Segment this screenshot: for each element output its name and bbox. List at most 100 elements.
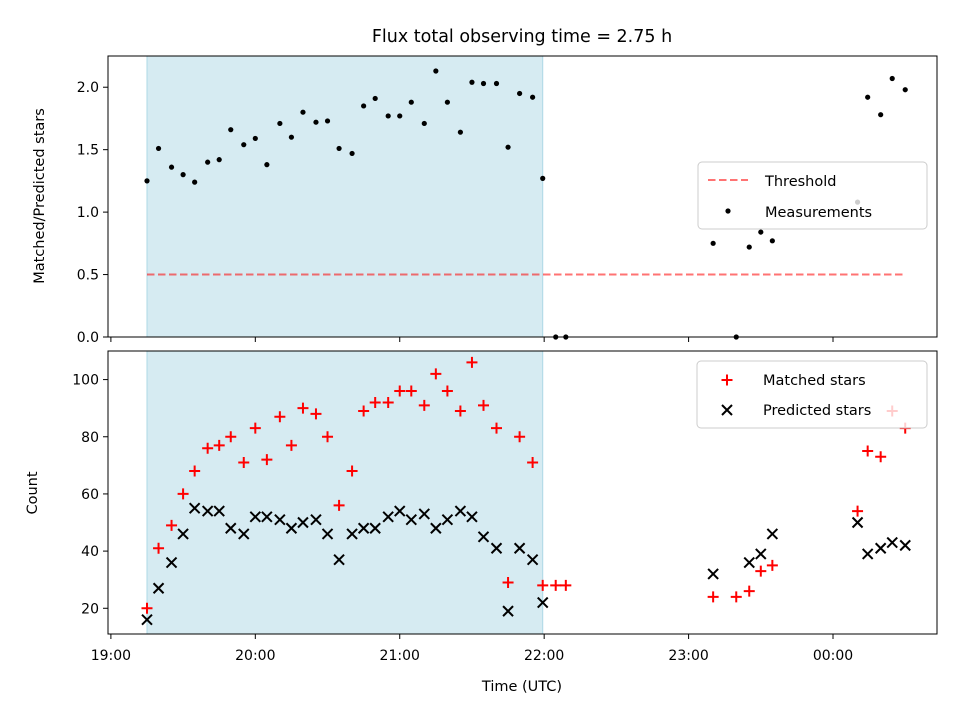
count-y-tick-label: 80 xyxy=(81,430,99,446)
measurement-point xyxy=(372,95,378,102)
matched-star-marker xyxy=(560,579,572,591)
matched-star-marker xyxy=(358,405,370,417)
predicted-star-marker xyxy=(201,505,214,517)
predicted-star-marker xyxy=(152,582,165,594)
measurement-point xyxy=(469,79,475,85)
matched-star-marker xyxy=(537,579,549,591)
count-x-tick-label: 20:00 xyxy=(235,648,275,664)
measurement-point xyxy=(408,99,414,105)
ratio-y-tick-label: 0.5 xyxy=(77,268,99,284)
count-x-tick-label: 22:00 xyxy=(524,648,564,664)
matched-star-marker xyxy=(514,431,526,443)
measurement-point xyxy=(205,159,211,165)
predicted-star-marker xyxy=(274,513,286,526)
predicted-star-marker xyxy=(466,511,478,523)
measurement-point xyxy=(540,175,546,181)
matched-star-marker xyxy=(202,442,214,454)
predicted-star-marker xyxy=(333,553,345,566)
matched-star-marker xyxy=(177,488,189,500)
matched-star-marker xyxy=(862,445,874,457)
predicted-star-marker xyxy=(382,511,394,523)
matched-star-marker xyxy=(249,422,261,434)
measurement-point xyxy=(902,87,908,93)
matched-star-marker xyxy=(502,577,514,589)
predicted-star-marker xyxy=(851,516,864,529)
measurement-point xyxy=(324,118,331,124)
predicted-star-marker xyxy=(285,522,298,534)
measurement-point xyxy=(530,94,536,100)
count-y-tick-label: 60 xyxy=(81,487,99,503)
predicted-star-marker xyxy=(141,613,153,626)
matched-star-marker xyxy=(430,368,442,380)
matched-star-marker xyxy=(322,431,334,443)
matched-star-marker xyxy=(225,431,237,443)
measurement-point xyxy=(769,238,775,244)
predicted-star-marker xyxy=(861,548,874,560)
measurement-point xyxy=(313,119,319,125)
measurement-point xyxy=(385,113,391,119)
predicted-star-marker xyxy=(418,508,430,520)
predicted-star-marker xyxy=(454,505,467,517)
predicted-star-marker xyxy=(766,528,779,540)
legend-threshold-label: Threshold xyxy=(764,174,836,190)
measurement-point xyxy=(192,179,198,185)
measurement-point xyxy=(889,75,895,82)
measurement-point xyxy=(277,120,283,127)
matched-star-marker xyxy=(730,591,742,603)
legend-matched-swatch xyxy=(721,374,733,386)
measurement-point xyxy=(241,142,247,148)
predicted-star-marker xyxy=(369,522,381,534)
predicted-star-marker xyxy=(537,596,549,609)
measurement-point xyxy=(758,229,764,235)
matched-star-marker xyxy=(310,408,322,420)
matched-star-marker xyxy=(478,399,490,411)
measurement-point xyxy=(480,80,487,87)
measurement-point xyxy=(746,244,752,250)
predicted-star-marker xyxy=(297,516,309,529)
measurement-point xyxy=(300,109,306,115)
matched-star-marker xyxy=(466,356,478,368)
measurement-point xyxy=(878,112,884,118)
measurement-point xyxy=(361,103,367,109)
measurement-point xyxy=(144,178,150,184)
matched-star-marker xyxy=(369,396,381,408)
x-axis-label: Time (UTC) xyxy=(481,679,562,695)
count-x-tick-label: 21:00 xyxy=(380,648,420,664)
matched-star-marker xyxy=(550,579,562,591)
measurement-point xyxy=(397,113,403,119)
count-x-tick-label: 19:00 xyxy=(91,648,131,664)
predicted-star-marker xyxy=(405,513,418,526)
predicted-star-marker xyxy=(526,553,539,566)
predicted-star-marker xyxy=(743,556,755,569)
count-x-tick-label: 00:00 xyxy=(813,648,853,664)
measurement-point xyxy=(168,164,175,170)
observing-window-shade xyxy=(146,350,544,635)
count-legend-box xyxy=(696,360,928,429)
matched-star-marker xyxy=(454,405,466,417)
predicted-star-marker xyxy=(346,528,358,540)
matched-star-marker xyxy=(491,422,503,434)
measurement-point xyxy=(180,172,186,178)
matched-star-marker xyxy=(141,602,153,614)
measurement-point xyxy=(252,135,258,142)
count-panel-frame xyxy=(107,350,938,635)
ratio-y-tick-label: 1.5 xyxy=(77,143,99,159)
legend-measurement-label: Measurements xyxy=(765,205,872,221)
matched-star-marker xyxy=(238,456,250,468)
predicted-star-marker xyxy=(513,542,526,554)
predicted-star-marker xyxy=(430,522,442,534)
ratio-y-tick-label: 1.0 xyxy=(77,205,99,221)
predicted-star-marker xyxy=(477,531,490,543)
predicted-star-marker xyxy=(755,548,767,560)
count-y-axis-label: Count xyxy=(25,471,41,514)
measurement-point xyxy=(505,144,511,150)
ratio-panel-frame xyxy=(107,55,938,338)
legend-matched-label: Matched stars xyxy=(763,373,866,389)
measurement-point xyxy=(349,150,355,157)
matched-star-marker xyxy=(527,456,539,468)
matched-star-marker xyxy=(441,385,453,397)
ratio-panel: 0.00.51.01.52.0 Matched/Predicted stars … xyxy=(32,55,938,346)
matched-star-marker xyxy=(166,519,178,531)
predicted-star-marker xyxy=(321,528,334,540)
